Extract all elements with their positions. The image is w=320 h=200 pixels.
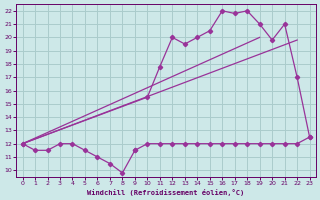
X-axis label: Windchill (Refroidissement éolien,°C): Windchill (Refroidissement éolien,°C) — [87, 189, 245, 196]
